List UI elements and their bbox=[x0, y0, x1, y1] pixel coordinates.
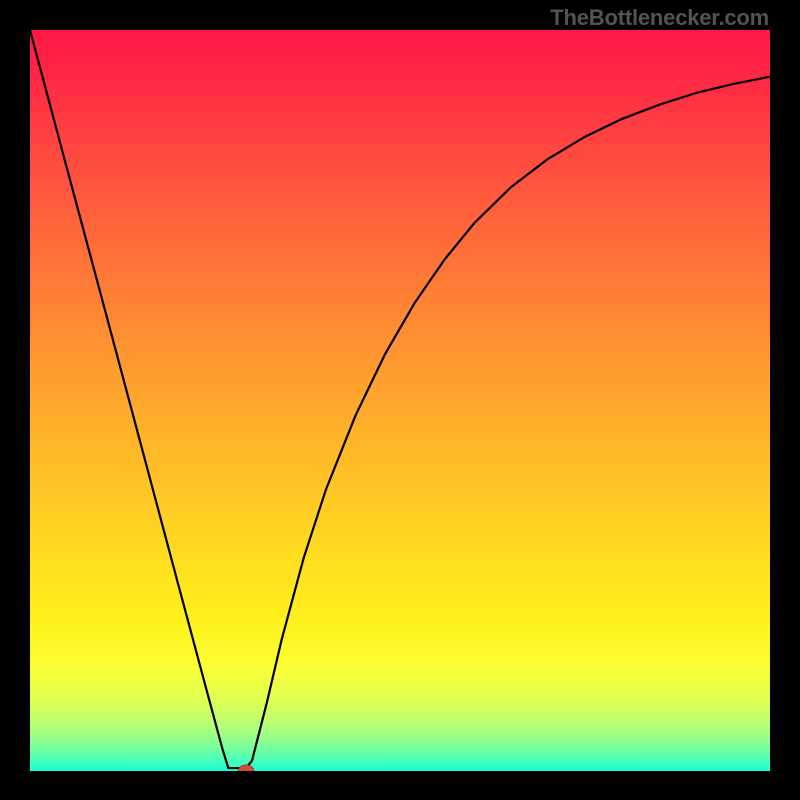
gradient-background bbox=[30, 30, 770, 771]
watermark-text: TheBottlenecker.com bbox=[550, 5, 769, 31]
bottleneck-chart bbox=[30, 30, 770, 771]
